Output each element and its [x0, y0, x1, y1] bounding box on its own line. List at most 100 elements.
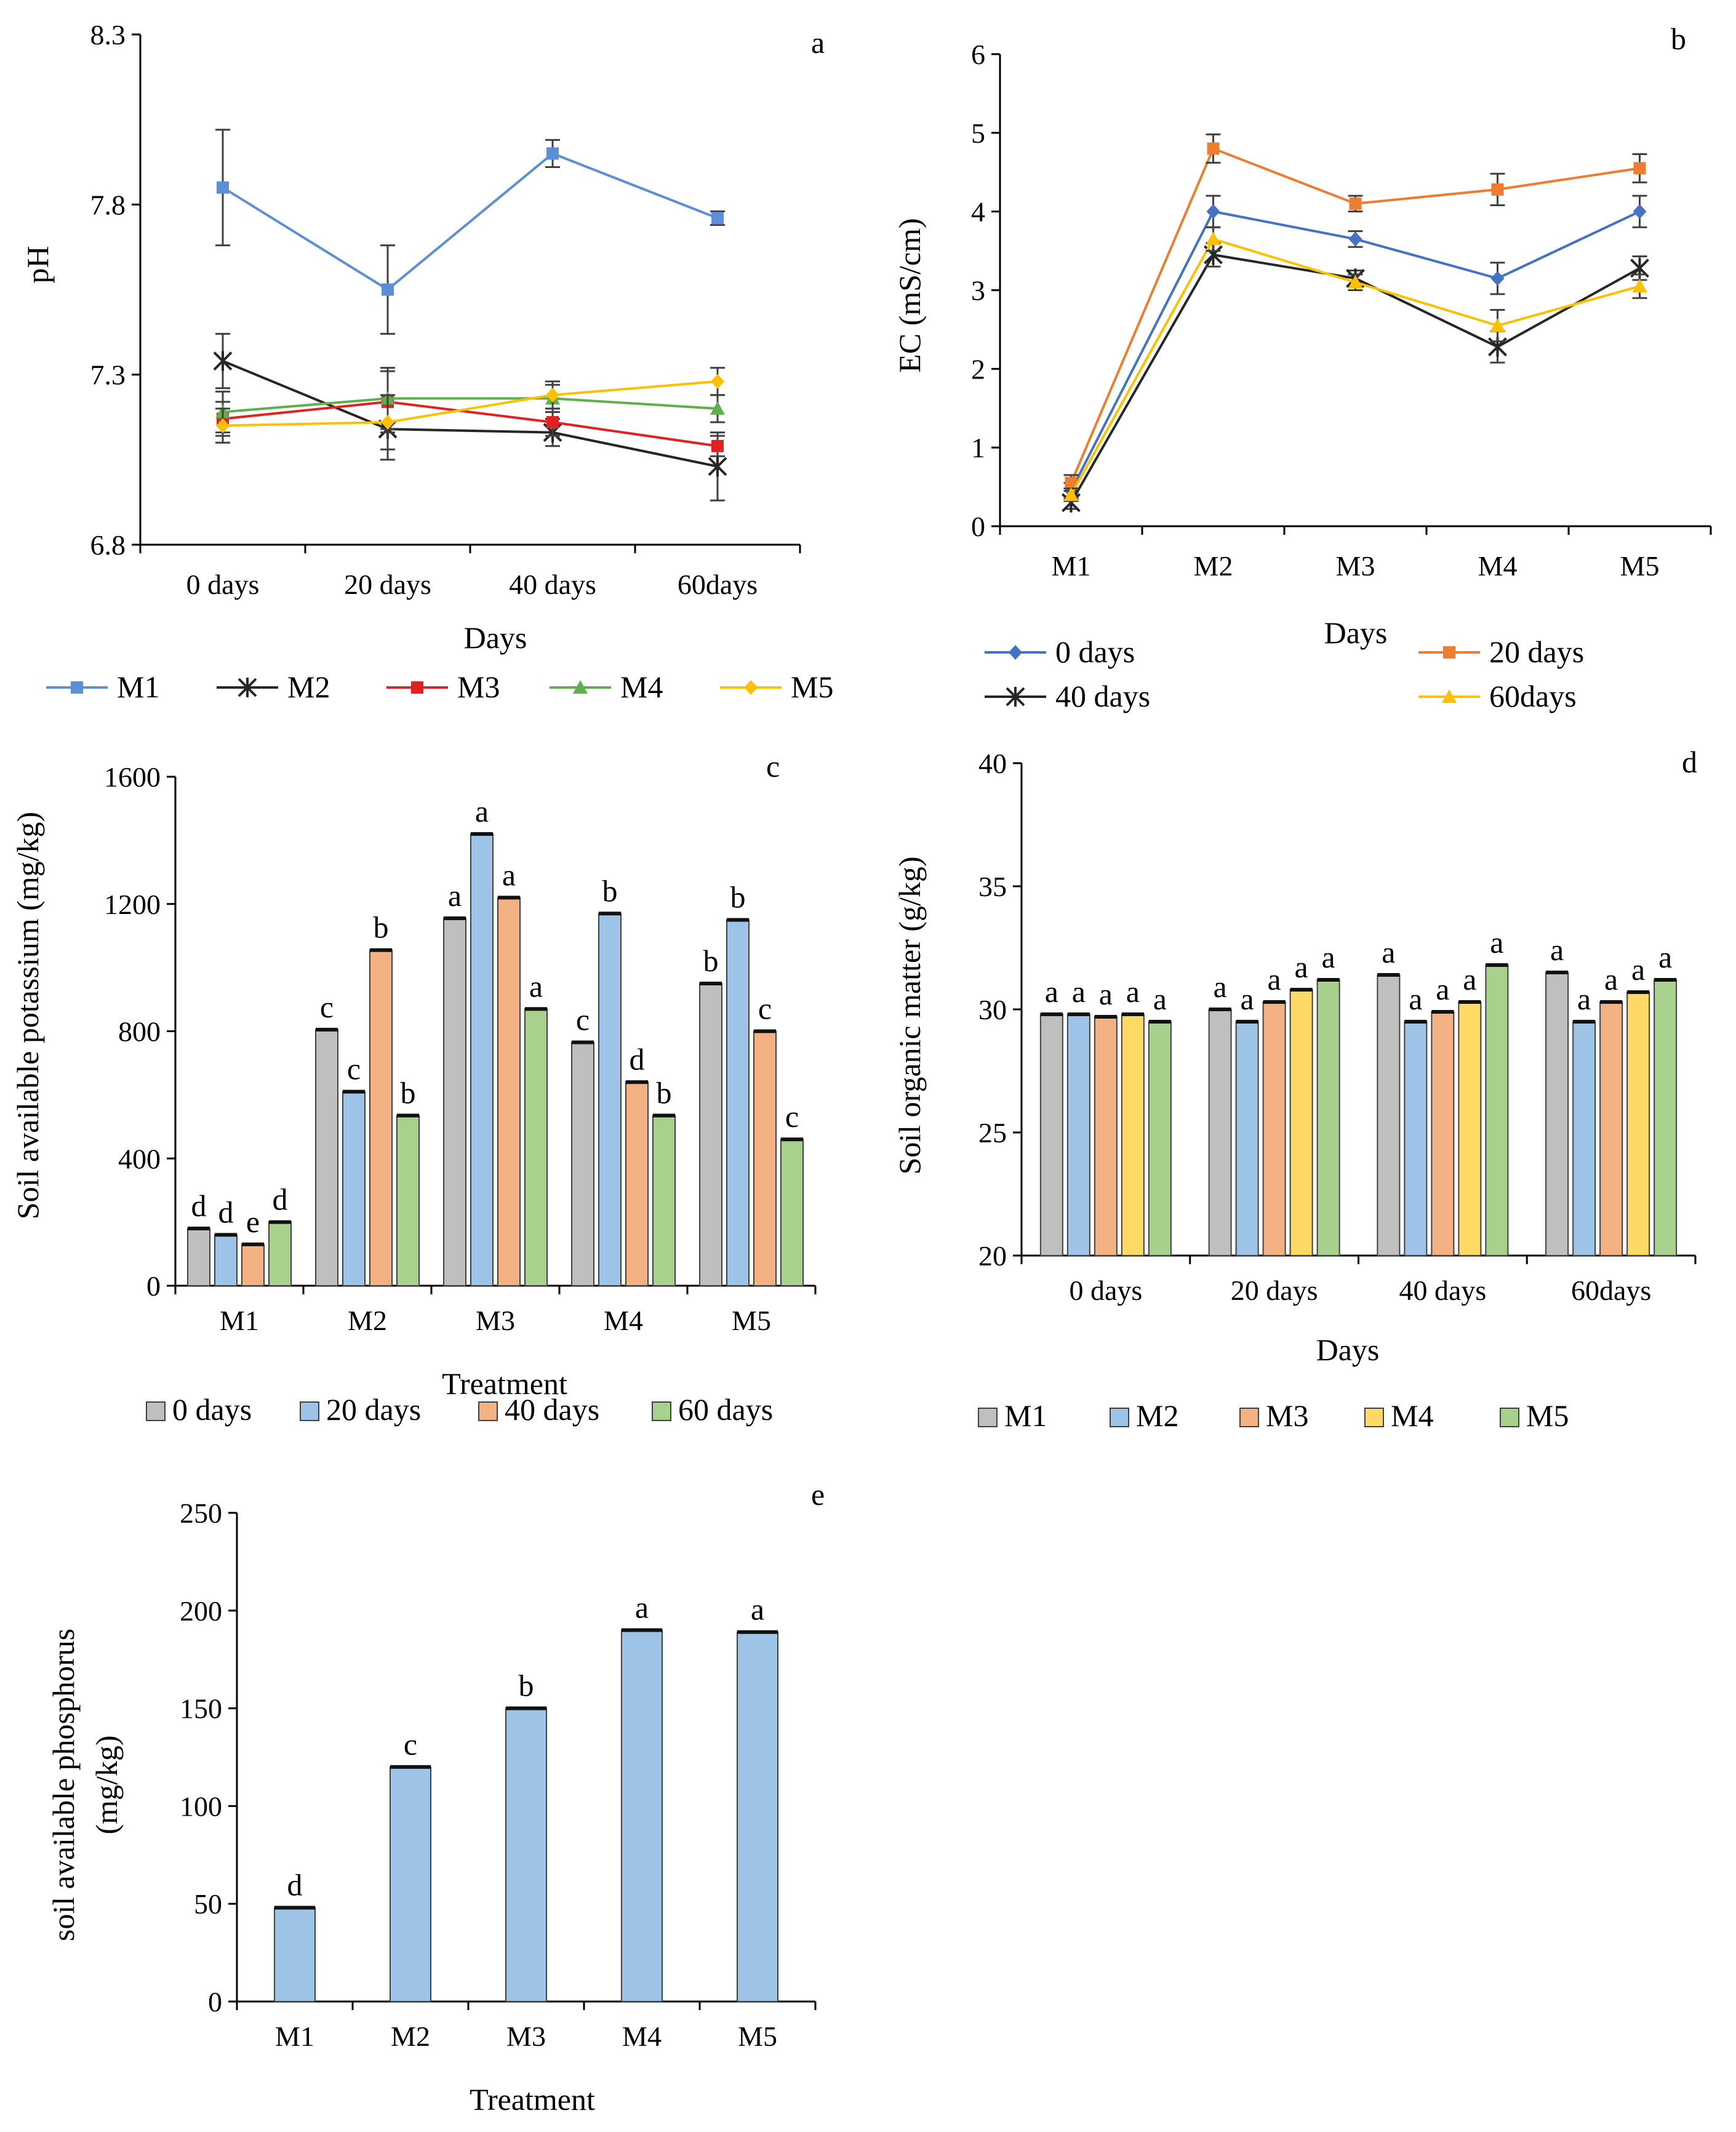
pc-significance-label: c [347, 1052, 361, 1086]
pd-bar [1066, 1014, 1090, 1256]
pb-data-point [1633, 204, 1647, 219]
pd-error-bar [1573, 1020, 1596, 1024]
pb-series-line [1070, 253, 1641, 503]
pb-series-line [1070, 210, 1641, 492]
pb-x-tick-label: M2 [1194, 550, 1233, 582]
pc-significance-label: d [273, 1182, 288, 1217]
pc-significance-label: a [475, 794, 489, 828]
pa-series-0 [215, 129, 725, 335]
panel-e-phosphorus-bar-chart: 0 50 100 150 200 250 M1 M2 M3 M4 M5 d c b a a e soil … [46, 1477, 825, 2117]
pc-x-tick-label: M1 [220, 1305, 259, 1336]
pd-y-tick-label: 35 [978, 871, 1007, 902]
panel-b-label: b [1671, 22, 1686, 56]
pb-y-tick-label: 2 [971, 353, 985, 385]
pd-bar [1121, 1014, 1145, 1256]
pe-error-bar [737, 1630, 778, 1634]
pd-significance-label: a [1463, 962, 1476, 996]
pa-legend-item-text: M1 [117, 670, 159, 704]
pc-error-bar [242, 1242, 264, 1246]
panel-a-legend: M1 M2 M3 M4 M5 [46, 670, 833, 704]
pc-bar [699, 982, 722, 1286]
pa-legend-item-swatch-marker [411, 681, 423, 694]
pc-bar [625, 1081, 649, 1286]
pd-bar [1289, 989, 1313, 1256]
pc-significance-label: b [703, 944, 719, 978]
pd-legend-swatch [1364, 1408, 1384, 1427]
pb-series-0 [1063, 194, 1647, 500]
pc-bar [342, 1091, 366, 1287]
pb-legend-item-swatch-marker [1009, 645, 1022, 660]
pc-significance-label: c [785, 1099, 799, 1134]
pd-significance-label: a [1322, 940, 1335, 974]
pe-y-tick-label: 250 [180, 1497, 222, 1529]
pa-y-tick-label: 7.3 [90, 359, 126, 391]
pb-series-1 [1063, 133, 1647, 492]
pe-y-tick-label: 100 [180, 1790, 222, 1822]
pe-error-bar [390, 1765, 431, 1769]
pd-bar [1458, 1001, 1482, 1256]
pd-error-bar [1458, 1000, 1481, 1004]
panel-b-x-axis-title: Days [1324, 615, 1388, 650]
pa-y-tick-label: 8.3 [90, 19, 126, 50]
pc-significance-label: b [730, 880, 746, 915]
pb-legend-item-text: 0 days [1055, 635, 1135, 669]
pb-y-tick-label: 6 [971, 39, 985, 70]
pb-legend-item-swatch-marker [1442, 689, 1457, 703]
pd-error-bar [1431, 1010, 1454, 1014]
pe-error-bar [506, 1706, 546, 1710]
pc-error-bar [727, 918, 749, 922]
pa-legend-item-text: M4 [620, 670, 663, 704]
pd-significance-label: a [1604, 962, 1618, 996]
pd-error-bar [1600, 1000, 1623, 1004]
pe-x-tick-label: M4 [622, 2021, 662, 2052]
pa-data-point [546, 387, 559, 403]
pd-bar [1626, 992, 1650, 1256]
pc-legend-swatch [300, 1401, 319, 1421]
pd-error-bar [1654, 978, 1677, 982]
pa-data-point [381, 415, 394, 430]
pc-bar [652, 1115, 676, 1287]
pc-legend-swatch [146, 1401, 166, 1421]
pc-bar [571, 1041, 594, 1286]
pa-y-tick-label: 7.8 [90, 189, 126, 220]
pa-series-3 [215, 367, 725, 434]
pd-bar [1545, 972, 1569, 1256]
pc-x-tick-label: M5 [732, 1305, 771, 1336]
pc-bar [315, 1028, 338, 1287]
pd-error-bar [1209, 1008, 1231, 1011]
pc-bar [470, 833, 494, 1286]
pc-error-bar [498, 896, 520, 900]
pa-legend-item-swatch-marker [71, 681, 83, 694]
pc-legend-text: 0 days [172, 1392, 252, 1427]
pb-y-tick-label: 5 [971, 118, 985, 149]
pc-bar [396, 1115, 420, 1287]
pc-significance-label: e [246, 1204, 260, 1239]
pc-bar [726, 919, 750, 1286]
pc-error-bar [269, 1220, 291, 1224]
panel-a-y-axis-title: pH [20, 246, 55, 283]
pc-error-bar [525, 1007, 547, 1011]
pb-x-tick-label: M5 [1620, 550, 1660, 582]
panel-a-label: a [811, 25, 825, 60]
pd-legend-swatch [1500, 1408, 1519, 1427]
pd-error-bar [1377, 973, 1400, 977]
pd-error-bar [1040, 1012, 1063, 1016]
pb-legend-item-text: 40 days [1055, 679, 1150, 713]
pd-error-bar [1148, 1020, 1171, 1024]
pd-significance-label: a [1382, 935, 1395, 969]
pa-x-tick-label: 0 days [186, 569, 260, 600]
pb-y-tick-label: 1 [971, 432, 985, 463]
panel-d-legend: M1 M2 M3 M4 M5 [978, 1398, 1569, 1433]
pd-y-tick-label: 40 [978, 748, 1007, 779]
pc-y-tick-label: 1600 [104, 761, 161, 793]
pa-legend-item-swatch-marker [573, 680, 588, 694]
pb-legend-item-swatch-marker [1006, 687, 1025, 707]
pa-series-2 [215, 370, 725, 457]
pd-bar [1599, 1001, 1623, 1256]
pc-x-tick-label: M3 [476, 1305, 515, 1336]
pc-y-tick-label: 1200 [104, 889, 161, 920]
pc-bar [524, 1008, 548, 1286]
pb-data-point [1065, 476, 1078, 489]
pa-data-point [382, 283, 394, 296]
